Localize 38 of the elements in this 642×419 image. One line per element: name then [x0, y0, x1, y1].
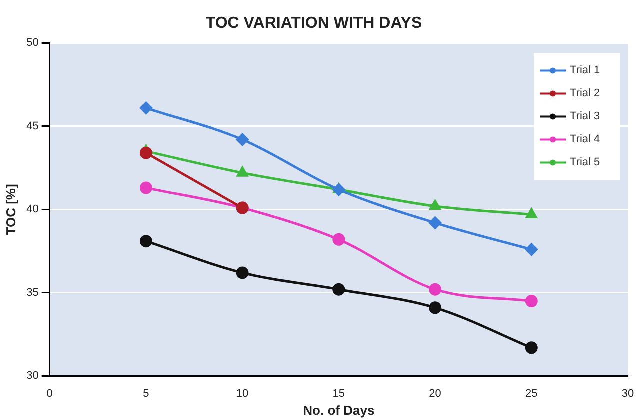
- point: [140, 182, 152, 194]
- point: [525, 295, 538, 308]
- point: [140, 102, 152, 114]
- x-axis-title: No. of Days: [303, 402, 375, 418]
- point: [525, 243, 538, 256]
- point: [236, 166, 248, 177]
- legend-label: Trial 3: [570, 110, 600, 123]
- chart-title: TOC VARIATION WITH DAYS: [206, 15, 422, 32]
- x-tick-label: 5: [143, 388, 150, 400]
- x-tick-label: 30: [622, 388, 634, 400]
- legend-label: Trial 2: [570, 88, 600, 100]
- x-tick-label: 10: [236, 388, 249, 400]
- legend-label: Trial 5: [570, 156, 600, 169]
- y-tick-label: 50: [26, 37, 39, 50]
- point: [236, 134, 249, 146]
- y-tick-label: 35: [26, 286, 39, 299]
- y-tick-label: 45: [26, 120, 39, 132]
- y-axis-title: TOC [%]: [3, 184, 18, 236]
- point: [429, 283, 442, 296]
- y-tick-label: 40: [26, 204, 39, 216]
- point: [429, 216, 442, 230]
- point: [332, 183, 346, 196]
- point: [332, 283, 346, 296]
- point: [332, 233, 346, 246]
- point: [140, 146, 152, 160]
- x-tick-label: 15: [332, 388, 346, 400]
- x-tick-label: 0: [46, 388, 53, 400]
- point: [526, 208, 538, 218]
- y-tick-label: 30: [26, 370, 39, 382]
- point: [140, 235, 152, 248]
- legend-label: Trial 1: [570, 64, 600, 77]
- point: [236, 266, 249, 280]
- point: [525, 342, 538, 354]
- point: [429, 302, 442, 314]
- x-tick-label: 25: [526, 388, 538, 400]
- x-tick-label: 20: [429, 388, 442, 400]
- legend-label: Trial 4: [570, 134, 600, 146]
- point: [430, 200, 441, 210]
